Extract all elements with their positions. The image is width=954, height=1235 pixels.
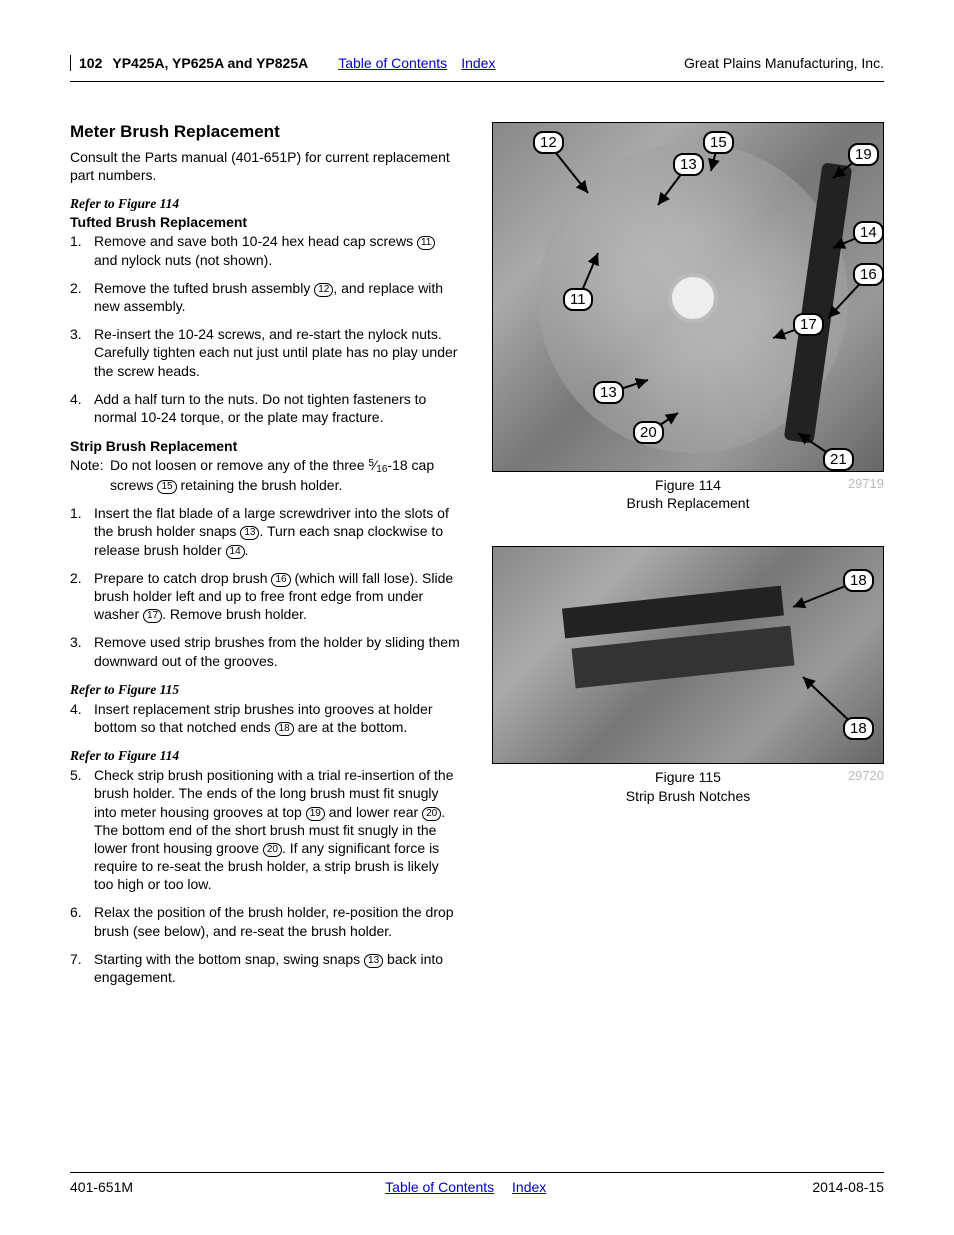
right-column: 1215131914161117132021 Figure 114 Brush … (492, 122, 884, 998)
callout-15: 15 (157, 480, 176, 494)
footer-doc-id: 401-651M (70, 1179, 133, 1195)
figure-callout-18: 18 (843, 569, 874, 592)
models-text: YP425A, YP625A and YP825A (112, 55, 308, 71)
callout-19: 19 (306, 807, 325, 821)
figure-callout-18: 18 (843, 717, 874, 740)
figure-114-caption-row: Figure 114 Brush Replacement 29719 (492, 476, 884, 516)
strip-steps-list-3: 5.Check strip brush positioning with a t… (70, 766, 462, 986)
callout-16: 16 (271, 573, 290, 587)
footer-divider (70, 1172, 884, 1173)
callout-11: 11 (417, 236, 435, 250)
page-header: 102 YP425A, YP625A and YP825A Table of C… (70, 55, 884, 71)
figure-115-id: 29720 (848, 768, 884, 783)
strip-note: Note: Do not loosen or remove any of the… (70, 456, 462, 494)
page-number: 102 (79, 55, 102, 71)
callout-12: 12 (314, 283, 333, 297)
figure-callout-13: 13 (593, 381, 624, 404)
fraction: 5⁄16 (368, 457, 387, 473)
list-item: 7.Starting with the bottom snap, swing s… (70, 950, 462, 986)
strip-steps-list-2: 4.Insert replacement strip brushes into … (70, 700, 462, 736)
note-text: Do not loosen or remove any of the three… (110, 456, 462, 494)
refer-114-b: Refer to Figure 114 (70, 748, 462, 764)
callout-17: 17 (143, 609, 162, 623)
refer-114-a: Refer to Figure 114 (70, 196, 462, 212)
figure-115-caption: Figure 115 Strip Brush Notches (626, 768, 751, 804)
list-item: 1.Remove and save both 10-24 hex head ca… (70, 232, 462, 268)
content-area: Meter Brush Replacement Consult the Part… (70, 122, 884, 998)
company-name: Great Plains Manufacturing, Inc. (684, 55, 884, 71)
list-item: 3.Re-insert the 10-24 screws, and re-sta… (70, 325, 462, 380)
tufted-steps-list: 1.Remove and save both 10-24 hex head ca… (70, 232, 462, 426)
figure-115: 1818 (492, 546, 884, 764)
figure-callout-15: 15 (703, 131, 734, 154)
footer-links: Table of Contents Index (133, 1179, 812, 1195)
figure-114-image: 1215131914161117132021 (493, 123, 883, 471)
list-item: 3.Remove used strip brushes from the hol… (70, 633, 462, 669)
figure-114-caption: Figure 114 Brush Replacement (627, 476, 750, 512)
list-item: 2.Prepare to catch drop brush 16 (which … (70, 569, 462, 624)
figure-callout-17: 17 (793, 313, 824, 336)
callout-18: 18 (275, 722, 294, 736)
figure-114: 1215131914161117132021 (492, 122, 884, 472)
figure-callout-11: 11 (563, 288, 593, 311)
intro-text: Consult the Parts manual (401-651P) for … (70, 148, 462, 184)
figure-callout-21: 21 (823, 448, 854, 471)
figure-115-caption-row: Figure 115 Strip Brush Notches 29720 (492, 768, 884, 808)
callout-13: 13 (240, 526, 259, 540)
figure-callout-19: 19 (848, 143, 879, 166)
tufted-title: Tufted Brush Replacement (70, 214, 462, 230)
figure-114-id: 29719 (848, 476, 884, 491)
toc-link[interactable]: Table of Contents (338, 55, 447, 71)
figure-callout-20: 20 (633, 421, 664, 444)
header-divider (70, 81, 884, 82)
list-item: 6.Relax the position of the brush holder… (70, 903, 462, 939)
callout-13: 13 (364, 954, 383, 968)
callout-20: 20 (263, 843, 282, 857)
list-item: 5.Check strip brush positioning with a t… (70, 766, 462, 893)
footer-date: 2014-08-15 (812, 1179, 884, 1195)
callout-14: 14 (226, 545, 245, 559)
footer-index-link[interactable]: Index (512, 1179, 546, 1195)
figure-callout-16: 16 (853, 263, 884, 286)
callout-20: 20 (422, 807, 441, 821)
section-title: Meter Brush Replacement (70, 122, 462, 142)
footer-toc-link[interactable]: Table of Contents (385, 1179, 494, 1195)
figure-callout-14: 14 (853, 221, 884, 244)
refer-115: Refer to Figure 115 (70, 682, 462, 698)
index-link[interactable]: Index (461, 55, 495, 71)
figure-callout-12: 12 (533, 131, 564, 154)
list-item: 2.Remove the tufted brush assembly 12, a… (70, 279, 462, 315)
list-item: 4.Add a half turn to the nuts. Do not ti… (70, 390, 462, 426)
list-item: 4.Insert replacement strip brushes into … (70, 700, 462, 736)
list-item: 1.Insert the flat blade of a large screw… (70, 504, 462, 559)
figure-callout-13: 13 (673, 153, 704, 176)
figure-115-image: 1818 (493, 547, 883, 763)
page-footer: 401-651M Table of Contents Index 2014-08… (70, 1172, 884, 1195)
note-label: Note: (70, 456, 110, 494)
strip-title: Strip Brush Replacement (70, 438, 462, 454)
left-column: Meter Brush Replacement Consult the Part… (70, 122, 462, 998)
strip-steps-list-1: 1.Insert the flat blade of a large screw… (70, 504, 462, 670)
